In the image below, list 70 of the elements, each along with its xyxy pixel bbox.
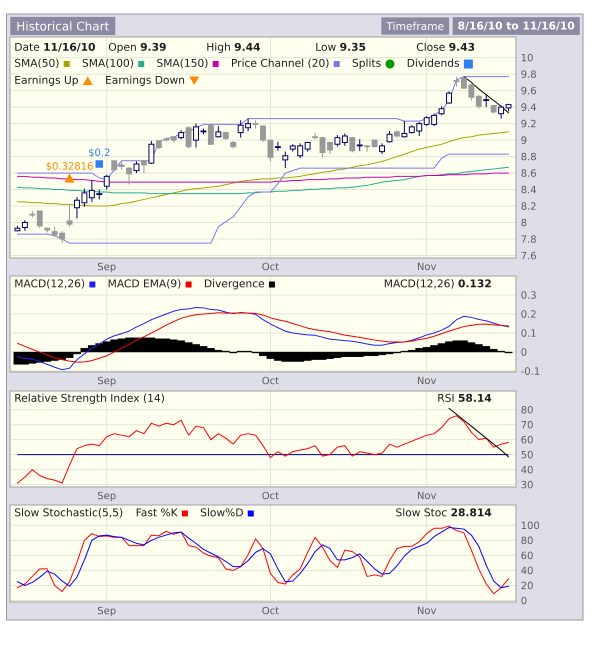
x-tick-label: Sep	[98, 606, 116, 616]
y-tick-label: 50	[521, 450, 533, 458]
annotation: Close 9.43	[416, 42, 474, 51]
y-tick-label: 100	[522, 522, 540, 530]
y-tick-label: 40	[521, 466, 533, 474]
y-tick-label: 9.4	[521, 103, 536, 111]
y-tick-label: 9.8	[521, 70, 536, 78]
annotation: $0.32816	[46, 162, 93, 172]
y-tick-label: 7.6	[522, 252, 536, 260]
y-tick-label: 9.6	[521, 86, 536, 94]
legend-label: Earnings Up	[15, 76, 78, 86]
x-tick-label: Sep	[98, 376, 116, 386]
y-tick-label: 7.8	[522, 235, 536, 243]
annotation: Slow Stoc 28.814	[396, 508, 492, 516]
legend-label: SMA(50)	[14, 58, 59, 68]
y-tick-label: 0.2	[521, 310, 536, 318]
chart-title: Historical Chart	[17, 21, 109, 31]
legend-label: Splits	[352, 58, 381, 69]
y-tick-label: 10	[522, 54, 533, 62]
y-tick-label: 70	[522, 420, 533, 428]
y-tick-label: 9.2	[521, 120, 536, 128]
y-tick-label: 0.1	[521, 329, 536, 337]
annotation: Low 9.35	[316, 42, 366, 51]
x-tick-label: Sep	[98, 492, 116, 502]
x-tick-label: Oct	[262, 262, 279, 270]
legend-label: MACD(12,26)	[15, 279, 84, 289]
legend-label: Fast %K	[136, 508, 178, 516]
x-tick-label: Oct	[262, 492, 279, 500]
chart-title: Slow Stochastic(5,5)	[14, 508, 122, 518]
y-tick-label: 40	[521, 566, 533, 574]
y-tick-label: 0.3	[521, 291, 536, 299]
y-tick-label: 0	[521, 348, 526, 356]
y-tick-label: 80	[521, 536, 533, 544]
annotation: MACD(12,26) 0.132	[384, 279, 491, 289]
x-tick-label: Nov	[418, 606, 436, 614]
y-tick-label: 9	[521, 136, 526, 144]
y-tick-label: 0	[521, 596, 526, 604]
legend-label: SMA(100)	[82, 58, 133, 68]
x-tick-label: Nov	[418, 492, 436, 500]
annotation: Date 11/16/10	[15, 42, 95, 52]
legend-label: Slow%D	[200, 508, 243, 516]
annotation: High 9.44	[207, 42, 260, 53]
annotation: RSI 58.14	[438, 394, 492, 402]
y-tick-label: 8.8	[521, 152, 536, 160]
y-tick-label: 8.6	[521, 169, 536, 177]
legend-label: SMA(150)	[157, 58, 208, 68]
x-tick-label: Nov	[418, 376, 436, 384]
y-tick-label: 20	[521, 582, 533, 590]
text: 8/16/10 to 11/16/10	[458, 22, 574, 30]
annotation: Open 9.39	[108, 42, 166, 53]
y-tick-label: 60	[521, 436, 533, 444]
y-tick-label: -0.1	[521, 367, 540, 375]
y-tick-label: 8	[521, 218, 526, 226]
x-tick-label: Nov	[418, 262, 436, 270]
legend-label: Earnings Down	[106, 76, 184, 86]
legend-label: Dividends	[408, 58, 460, 67]
y-tick-label: 60	[521, 552, 533, 560]
text: Timeframe	[386, 22, 444, 30]
x-tick-label: Oct	[262, 606, 279, 614]
x-tick-label: Sep	[98, 262, 116, 272]
chart-title: Relative Strength Index (14)	[15, 394, 164, 404]
legend-label: MACD EMA(9)	[108, 279, 180, 289]
y-tick-label: 8.2	[521, 202, 536, 210]
y-tick-label: 30	[521, 480, 533, 488]
annotation: $0.2	[88, 148, 110, 158]
y-tick-label: 80	[521, 406, 533, 414]
legend-label: Price Channel (20)	[232, 58, 329, 68]
x-tick-label: Oct	[262, 376, 279, 384]
y-tick-label: 8.4	[521, 186, 536, 194]
legend-label: Divergence	[204, 279, 264, 290]
